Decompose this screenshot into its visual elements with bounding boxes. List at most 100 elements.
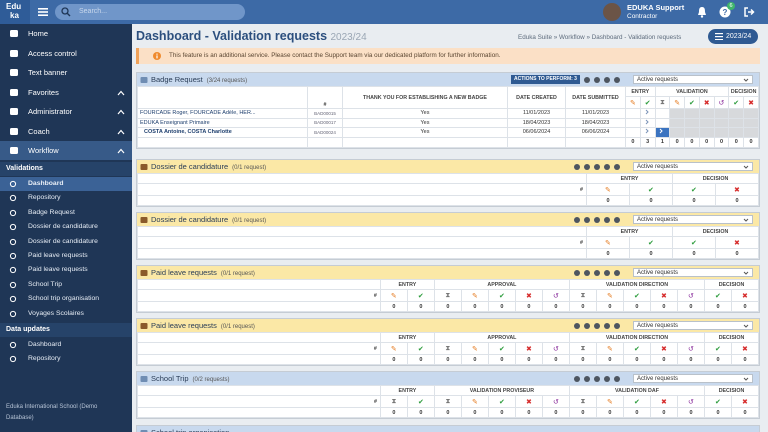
filter-label: Active requests <box>637 77 679 83</box>
submenu-label: Paid leave requests <box>28 266 88 274</box>
menu-item[interactable]: Text banner <box>0 63 132 82</box>
toolbar-button[interactable] <box>574 322 580 329</box>
request-code: BAD00015 <box>307 108 343 119</box>
group-label: ENTRY <box>625 86 656 97</box>
filter-select[interactable]: Active requests <box>633 215 753 224</box>
toolbar-button[interactable] <box>604 76 610 83</box>
toolbar-button[interactable] <box>584 375 590 382</box>
toolbar-button[interactable] <box>574 216 580 223</box>
submenu-item[interactable]: Dossier de candidature <box>0 220 132 234</box>
submenu-item[interactable]: Repository <box>0 191 132 205</box>
toolbar-button[interactable] <box>614 375 620 382</box>
toolbar-button[interactable] <box>604 163 610 170</box>
icon-shape <box>140 269 148 276</box>
menu-item[interactable]: Home <box>0 24 132 43</box>
toolbar-button[interactable] <box>574 375 580 382</box>
bullet <box>9 356 17 363</box>
request-subject: Yes <box>342 108 508 119</box>
total-count: 0 <box>487 354 516 365</box>
submenu-label: Repository <box>28 194 61 202</box>
total-count: 0 <box>541 301 570 312</box>
toolbar-button[interactable] <box>584 76 590 83</box>
toolbar-button[interactable] <box>584 216 590 223</box>
total-count: 0 <box>628 248 673 259</box>
toolbar-button[interactable] <box>574 163 580 170</box>
toolbar-button[interactable] <box>594 76 600 83</box>
avatar[interactable] <box>603 3 621 21</box>
toolbar-button[interactable] <box>584 269 590 276</box>
filter-select[interactable]: Active requests <box>633 268 753 277</box>
submenu-item[interactable]: Dashboard <box>0 177 132 191</box>
icon-shape <box>10 49 18 57</box>
search-box[interactable]: Search... <box>55 4 245 20</box>
bell-icon[interactable] <box>696 6 708 18</box>
toolbar-button[interactable] <box>614 76 620 83</box>
toolbar-button[interactable] <box>614 322 620 329</box>
logo[interactable]: Edu ka <box>0 0 30 24</box>
toolbar-button[interactable] <box>604 322 610 329</box>
toolbar-button[interactable] <box>594 269 600 276</box>
toolbar-button[interactable] <box>614 163 620 170</box>
toolbar-button[interactable] <box>604 269 610 276</box>
empty-cell <box>137 226 587 237</box>
breadcrumb[interactable]: Eduka Suite » Workflow » Dashboard - Val… <box>518 34 682 41</box>
filter-select[interactable]: Active requests <box>633 374 753 383</box>
panel: School trip organisation <box>136 425 760 432</box>
group-label: APPROVAL <box>433 279 570 290</box>
bullet <box>9 341 17 349</box>
header-row: ENTRY DECISION <box>137 226 760 237</box>
total-count: 0 <box>625 136 641 148</box>
year-button[interactable]: 2023/24 <box>708 29 758 44</box>
toolbar-button[interactable] <box>594 322 600 329</box>
toolbar-button[interactable] <box>614 269 620 276</box>
total-count: 0 <box>585 248 630 259</box>
submenu-item[interactable]: School Trip <box>0 278 132 292</box>
toolbar-button[interactable] <box>594 163 600 170</box>
request-row[interactable]: EDUKA Enseignant Primaire BAD00017 Yes 18/0… <box>137 117 759 128</box>
submenu-item[interactable]: Dashboard <box>0 338 132 352</box>
request-submitted: 18/04/2023 <box>565 117 626 128</box>
toolbar-button[interactable] <box>584 163 590 170</box>
request-row[interactable]: COSTA Antoine, COSTA Charlotte BAD00024 Ye… <box>137 127 759 138</box>
column-icon: ✔ <box>728 96 745 109</box>
logout-icon[interactable] <box>743 6 755 18</box>
toolbar-button[interactable] <box>614 216 620 223</box>
total-count: 0 <box>406 407 435 418</box>
menu-toggle[interactable] <box>37 6 49 18</box>
filter-select[interactable]: Active requests <box>633 162 753 171</box>
toolbar-button[interactable] <box>574 269 580 276</box>
toolbar-button[interactable] <box>594 375 600 382</box>
total-count: 0 <box>406 301 435 312</box>
total-count: 0 <box>671 195 716 206</box>
submenu-item[interactable]: School trip organisation <box>0 292 132 306</box>
submenu-item[interactable]: Paid leave requests <box>0 263 132 277</box>
toolbar-button[interactable] <box>604 216 610 223</box>
submenu-item[interactable]: Dossier de candidature <box>0 235 132 249</box>
marker-shape <box>645 128 649 134</box>
column-icon: ✖ <box>698 96 715 109</box>
toolbar-button[interactable] <box>594 216 600 223</box>
menu-item[interactable]: Administrator <box>0 102 132 121</box>
menu-item[interactable]: Access control <box>0 44 132 63</box>
submenu-item[interactable]: Badge Request <box>0 206 132 220</box>
select-caret <box>743 78 749 82</box>
submenu-item[interactable]: Paid leave requests <box>0 249 132 263</box>
submenu-item[interactable]: Repository <box>0 352 132 366</box>
menu-icon <box>10 108 18 115</box>
toolbar-button[interactable] <box>604 375 610 382</box>
menu-item[interactable]: Workflow <box>0 141 132 160</box>
menu-item[interactable]: Coach <box>0 122 132 141</box>
menu-label: Coach <box>28 126 50 136</box>
request-row[interactable]: FOURCADE Roger, FOURCADE Adèle, HER... BA… <box>137 108 759 119</box>
total-count: 1 <box>654 136 671 148</box>
menu-item[interactable]: Favorites <box>0 83 132 102</box>
status-cell <box>698 108 715 119</box>
filter-select[interactable]: Active requests <box>633 75 753 84</box>
filter-select[interactable]: Active requests <box>633 321 753 330</box>
column-icon: ↺ <box>676 395 705 408</box>
bullet <box>9 310 17 317</box>
toolbar-button[interactable] <box>584 322 590 329</box>
submenu-item[interactable]: Voyages Scolaires <box>0 307 132 321</box>
column-icon: ✔ <box>406 289 435 302</box>
request-code: BAD00024 <box>307 127 343 138</box>
